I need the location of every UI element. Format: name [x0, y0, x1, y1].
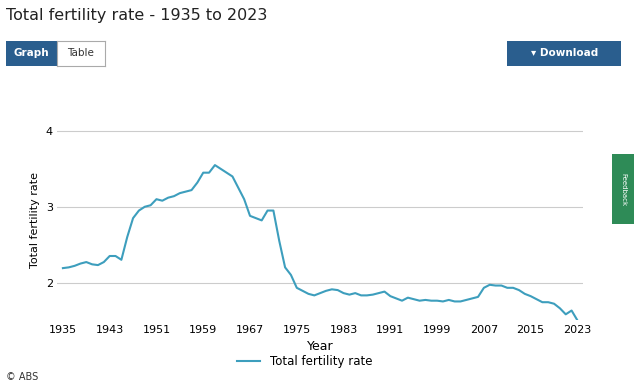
Text: © ABS: © ABS: [6, 372, 39, 382]
Text: ▾ Download: ▾ Download: [531, 48, 598, 58]
X-axis label: Year: Year: [307, 340, 333, 353]
Y-axis label: Total fertility rate: Total fertility rate: [30, 172, 40, 268]
Text: Table: Table: [67, 48, 94, 58]
Text: Feedback: Feedback: [620, 173, 626, 206]
Text: Graph: Graph: [14, 48, 49, 58]
Text: Total fertility rate - 1935 to 2023: Total fertility rate - 1935 to 2023: [6, 8, 268, 23]
Legend: Total fertility rate: Total fertility rate: [232, 350, 377, 372]
